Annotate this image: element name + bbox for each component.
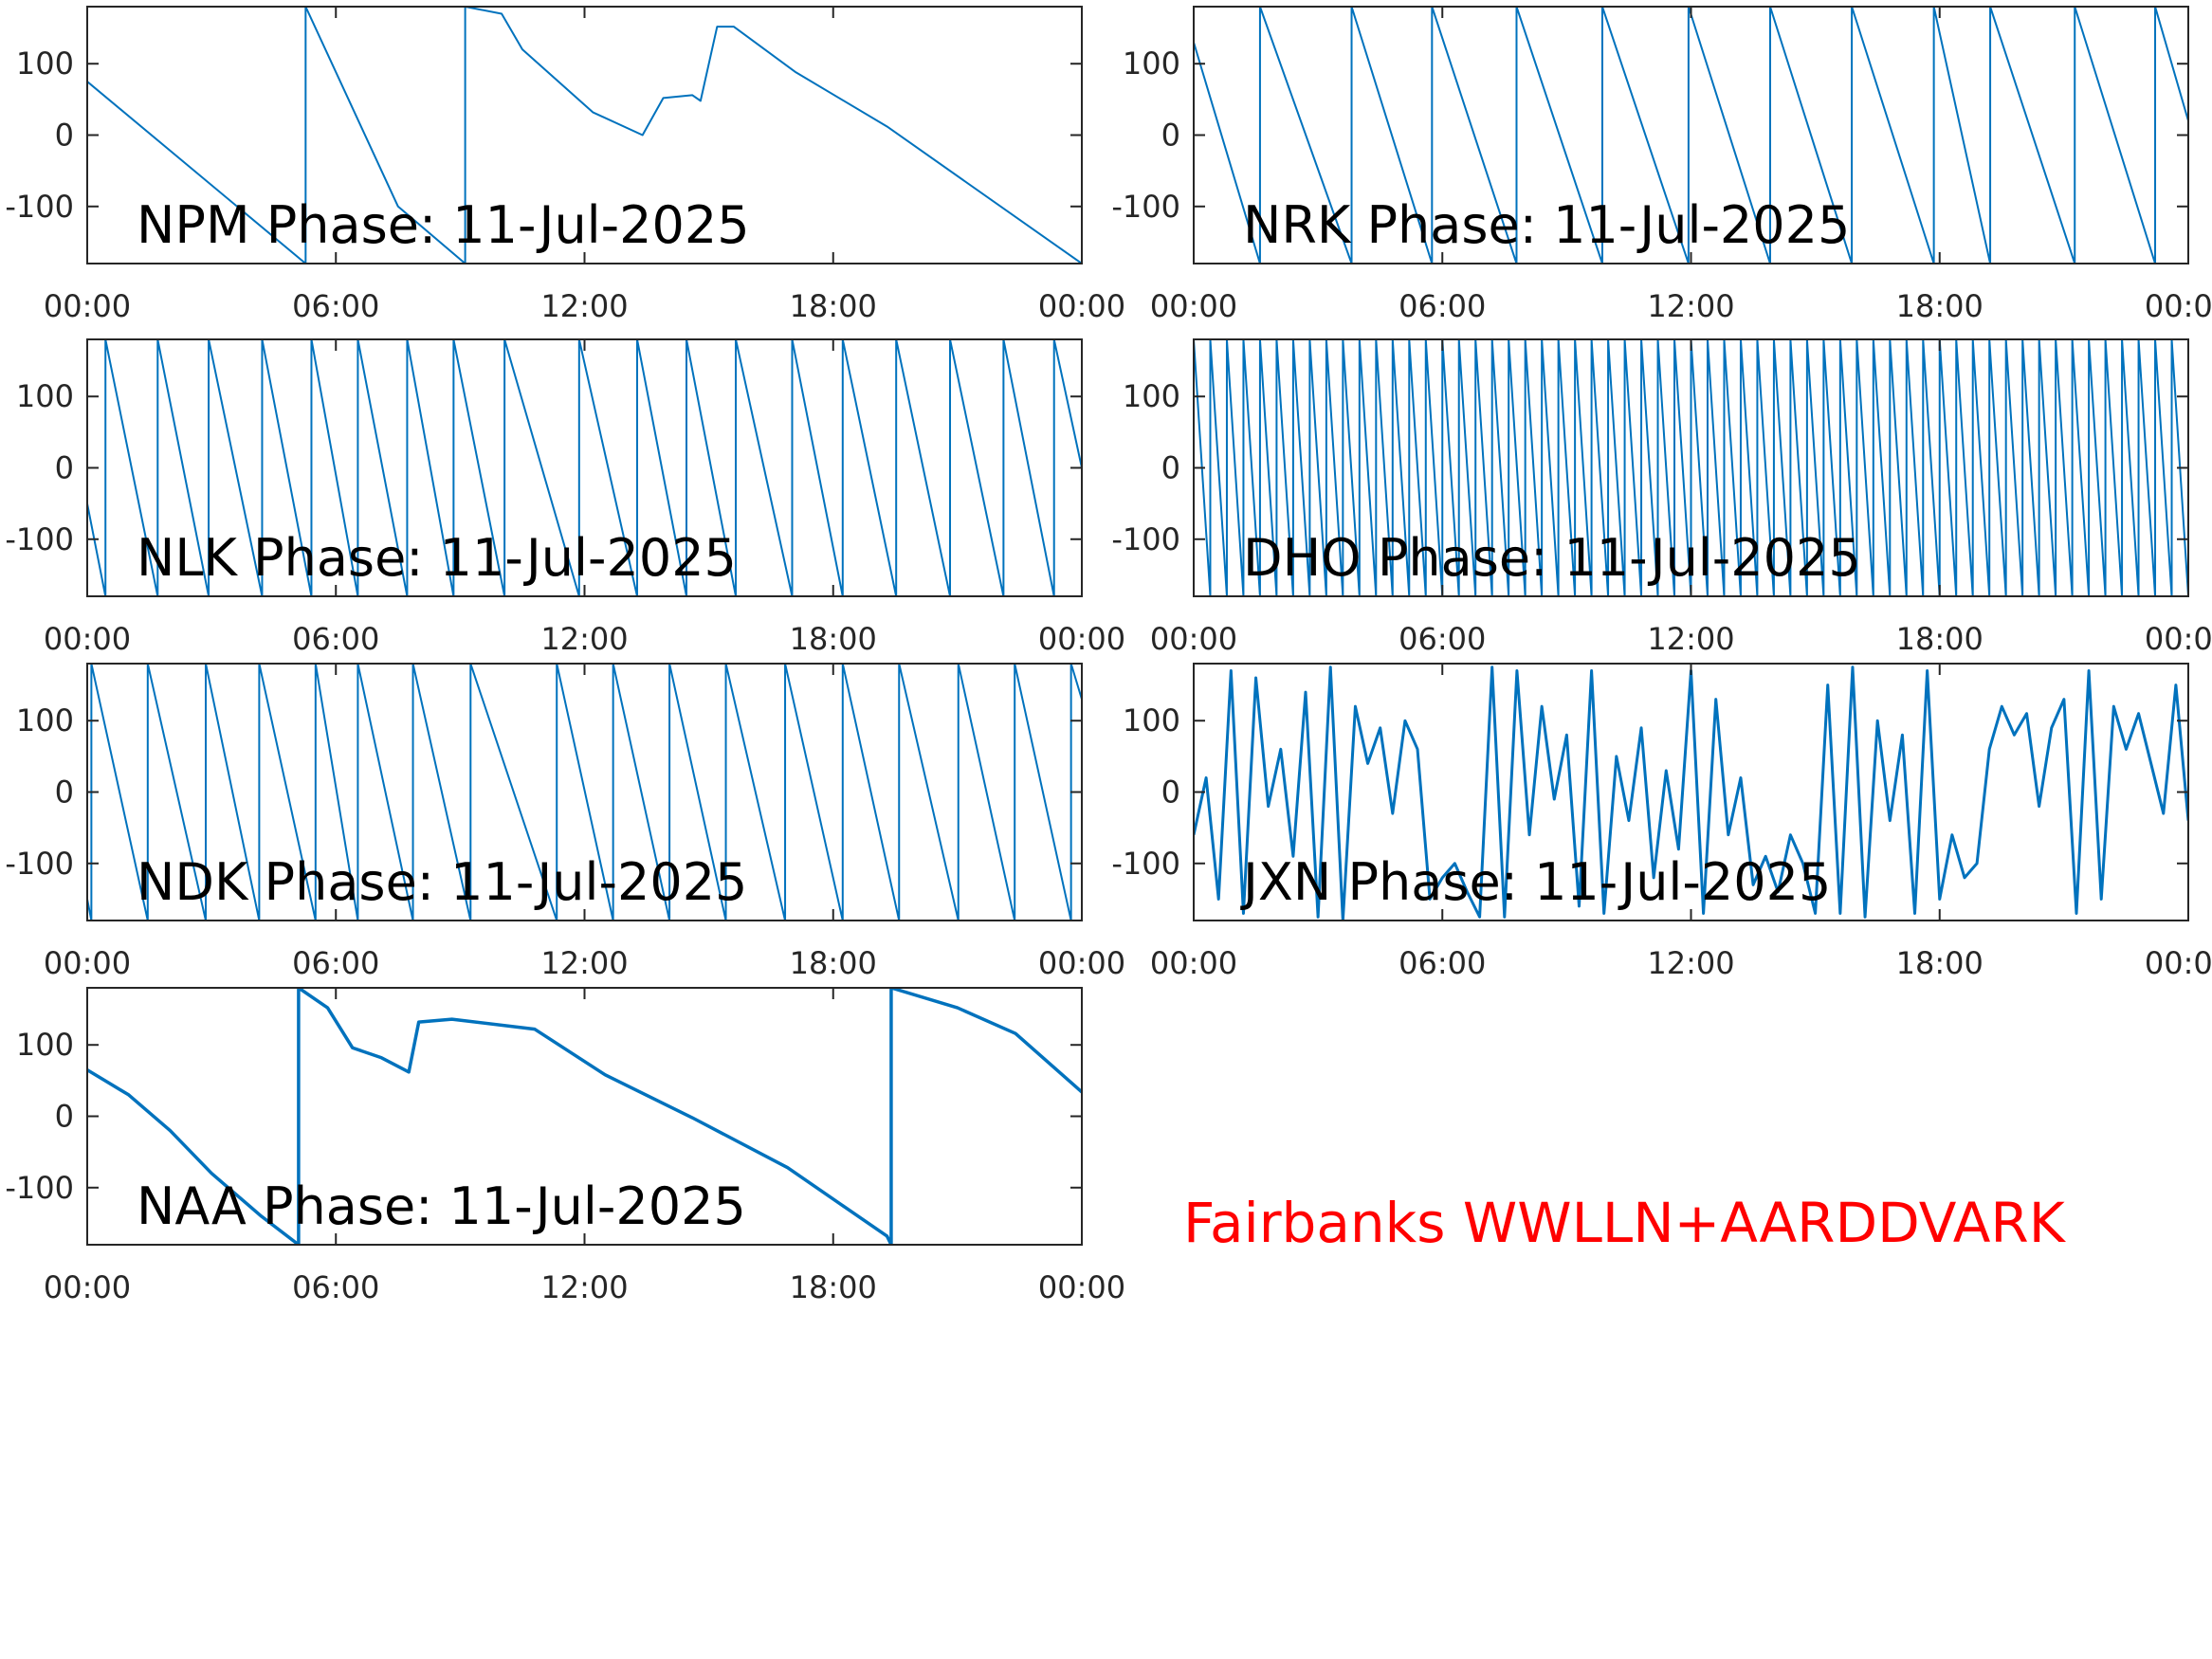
y-tick-label: 0: [1161, 118, 1180, 154]
y-tick-label: 100: [16, 702, 74, 738]
subplot-title: NDK Phase: 11-Jul-2025: [137, 852, 747, 912]
x-tick-label: 18:00: [790, 621, 877, 657]
phase-line: [87, 7, 1082, 264]
y-tick-label: -100: [1111, 521, 1180, 557]
y-tick-label: 100: [16, 46, 74, 82]
y-tick-label: 0: [1161, 775, 1180, 811]
x-tick-label: 00:00: [1038, 288, 1125, 324]
x-tick-label: 00:00: [2145, 621, 2212, 657]
y-tick-label: 100: [16, 378, 74, 414]
x-tick-label: 18:00: [790, 1269, 877, 1305]
x-tick-label: 00:00: [44, 1269, 131, 1305]
x-tick-label: 00:00: [44, 288, 131, 324]
x-tick-label: 00:00: [1038, 1269, 1125, 1305]
phase-line: [87, 664, 1082, 921]
x-tick-label: 00:00: [2145, 945, 2212, 981]
figure-annotation: Fairbanks WWLLN+AARDDVARK: [1183, 1191, 2067, 1255]
x-tick-label: 00:00: [44, 621, 131, 657]
phase-line: [87, 988, 1082, 1245]
y-tick-label: -100: [5, 521, 74, 557]
y-tick-label: 100: [16, 1027, 74, 1063]
x-tick-label: 00:00: [1038, 945, 1125, 981]
x-tick-label: 06:00: [292, 621, 379, 657]
x-tick-label: 06:00: [1398, 945, 1486, 981]
y-tick-label: 0: [55, 450, 74, 486]
y-tick-label: 0: [1161, 450, 1180, 486]
x-tick-label: 18:00: [1896, 945, 1983, 981]
x-tick-label: 06:00: [292, 288, 379, 324]
y-tick-label: 0: [55, 1099, 74, 1135]
subplot-title: NAA Phase: 11-Jul-2025: [137, 1176, 746, 1236]
x-tick-label: 00:00: [1038, 621, 1125, 657]
x-tick-label: 00:00: [1150, 621, 1237, 657]
x-tick-label: 12:00: [540, 945, 628, 981]
phase-line: [87, 339, 1082, 596]
y-tick-label: -100: [1111, 846, 1180, 882]
x-tick-label: 18:00: [790, 288, 877, 324]
y-tick-label: -100: [5, 846, 74, 882]
y-tick-label: -100: [5, 1170, 74, 1206]
x-tick-label: 06:00: [292, 945, 379, 981]
phase-line: [1194, 7, 2188, 264]
x-tick-label: 06:00: [292, 1269, 379, 1305]
x-tick-label: 00:00: [44, 945, 131, 981]
y-tick-label: 0: [55, 118, 74, 154]
x-tick-label: 00:00: [1150, 945, 1237, 981]
y-tick-label: 0: [55, 775, 74, 811]
x-tick-label: 12:00: [1647, 288, 1734, 324]
x-tick-label: 18:00: [1896, 621, 1983, 657]
subplot-title: NRK Phase: 11-Jul-2025: [1243, 195, 1850, 255]
plot-area: [1194, 664, 2188, 921]
x-tick-label: 06:00: [1398, 621, 1486, 657]
plot-area: [1194, 7, 2188, 264]
y-tick-label: 100: [1123, 46, 1180, 82]
subplot-title: NLK Phase: 11-Jul-2025: [137, 528, 737, 588]
subplot-title: JXN Phase: 11-Jul-2025: [1240, 852, 1831, 912]
x-tick-label: 12:00: [540, 1269, 628, 1305]
plot-area: [87, 988, 1082, 1245]
x-tick-label: 12:00: [1647, 621, 1734, 657]
subplot-title: DHO Phase: 11-Jul-2025: [1243, 528, 1861, 588]
x-tick-label: 12:00: [1647, 945, 1734, 981]
y-tick-label: 100: [1123, 702, 1180, 738]
x-tick-label: 18:00: [790, 945, 877, 981]
y-tick-label: -100: [1111, 189, 1180, 225]
x-tick-label: 12:00: [540, 621, 628, 657]
x-tick-label: 12:00: [540, 288, 628, 324]
phase-line: [1194, 339, 2188, 596]
x-tick-label: 18:00: [1896, 288, 1983, 324]
subplot-title: NPM Phase: 11-Jul-2025: [137, 195, 750, 255]
x-tick-label: 00:00: [2145, 288, 2212, 324]
x-tick-label: 06:00: [1398, 288, 1486, 324]
y-tick-label: 100: [1123, 378, 1180, 414]
x-tick-label: 00:00: [1150, 288, 1237, 324]
y-tick-label: -100: [5, 189, 74, 225]
